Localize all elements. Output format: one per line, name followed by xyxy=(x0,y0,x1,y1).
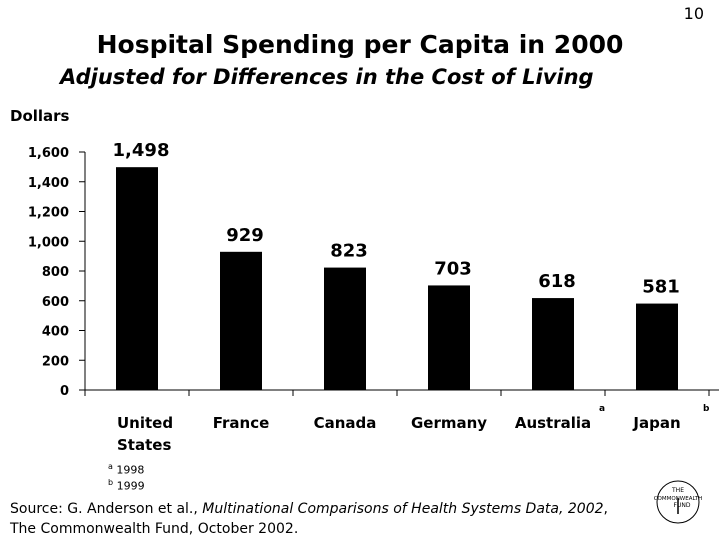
source-line2: The Commonwealth Fund, October 2002. xyxy=(10,521,299,537)
footnote-b-text: 1999 xyxy=(113,479,145,493)
y-tick-label: 600 xyxy=(42,295,69,310)
x-tick-label: United xyxy=(117,414,173,432)
bar xyxy=(324,267,366,390)
x-tick-label: States xyxy=(117,436,171,454)
data-label: 618 xyxy=(538,271,576,292)
y-tick-label: 0 xyxy=(60,384,69,399)
data-label: 823 xyxy=(330,241,368,262)
y-axis-title: Dollars xyxy=(10,107,70,125)
bar xyxy=(532,298,574,390)
data-label: 929 xyxy=(226,225,264,246)
footnote-a: a 1998 xyxy=(108,462,144,477)
x-tick-note: a xyxy=(599,404,605,414)
x-tick-label: Germany xyxy=(411,414,487,432)
source-suffix: , xyxy=(603,501,608,517)
logo-line2: COMMONWEALTH xyxy=(654,496,703,502)
y-tick-label: 1,000 xyxy=(28,235,69,250)
x-tick-label: Australia xyxy=(515,414,591,432)
bar xyxy=(428,285,470,390)
x-tick-label: France xyxy=(213,414,270,432)
source-title: Multinational Comparisons of Health Syst… xyxy=(202,501,604,517)
footnote-a-text: 1998 xyxy=(112,463,145,477)
footnote-a-mark: a xyxy=(108,462,113,471)
data-label: 703 xyxy=(434,258,472,279)
logo-line3: FUND xyxy=(674,502,691,509)
bar xyxy=(636,303,678,390)
page-number: 10 xyxy=(683,4,704,23)
y-tick-label: 200 xyxy=(42,354,69,369)
source-prefix: Source: G. Anderson et al., xyxy=(10,501,203,517)
x-tick-note: b xyxy=(703,404,710,414)
data-label: 581 xyxy=(642,277,680,298)
data-label: 1,498 xyxy=(113,140,170,161)
chart-subtitle: Adjusted for Differences in the Cost of … xyxy=(60,65,594,89)
logo-line1: THE xyxy=(671,487,684,494)
chart-title: Hospital Spending per Capita in 2000 xyxy=(96,30,624,59)
commonwealth-fund-logo: THE COMMONWEALTH FUND xyxy=(654,480,703,524)
y-tick-label: 1,600 xyxy=(28,146,69,161)
footnote-b: b 1999 xyxy=(108,478,145,493)
x-tick-label: Canada xyxy=(314,414,377,432)
y-tick-label: 1,200 xyxy=(28,206,69,221)
source-citation: Source: G. Anderson et al., Multinationa… xyxy=(10,499,608,539)
y-tick-label: 1,400 xyxy=(28,176,69,191)
y-tick-label: 800 xyxy=(42,265,69,280)
x-tick-label: Japan xyxy=(632,414,680,432)
bar xyxy=(220,251,262,390)
footnote-b-mark: b xyxy=(108,478,114,487)
y-tick-label: 400 xyxy=(42,325,69,340)
bar xyxy=(116,167,158,390)
